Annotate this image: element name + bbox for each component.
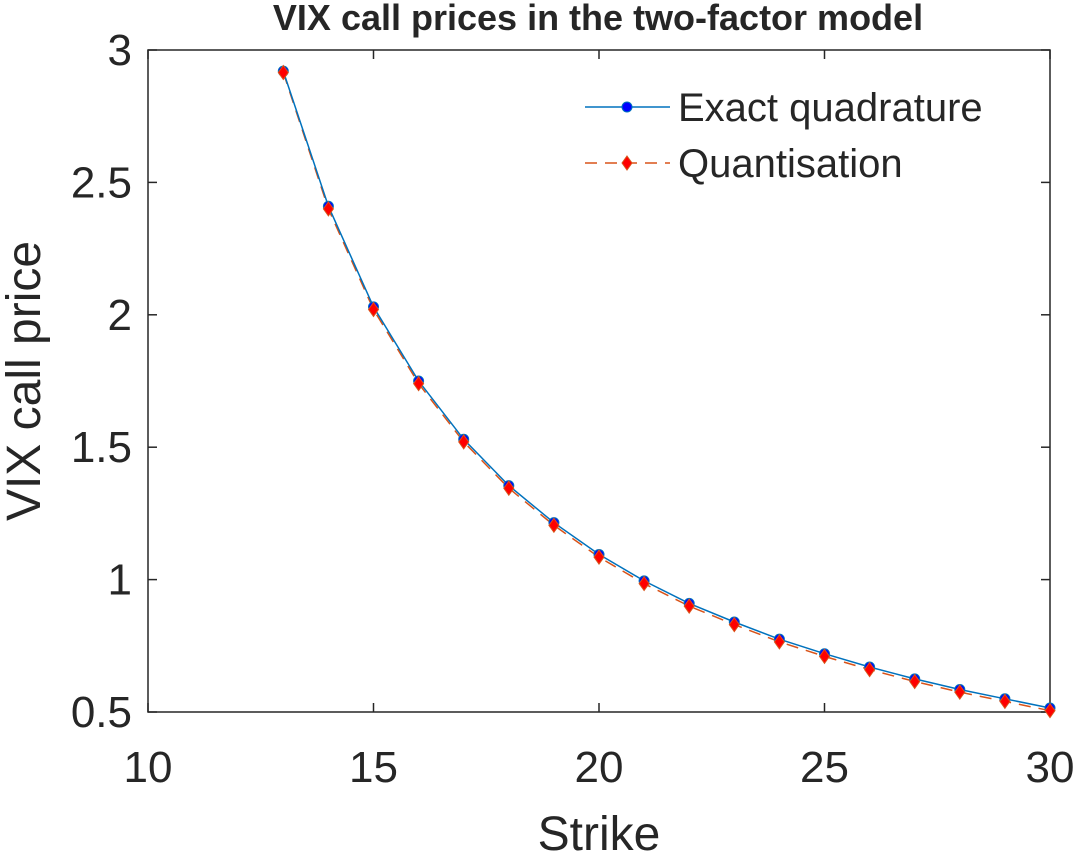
point-quantisation <box>954 684 966 701</box>
legend: Exact quadrature Quantisation <box>585 86 983 186</box>
series-line-exact-quadrature <box>282 70 1051 709</box>
point-quantisation <box>1044 702 1056 719</box>
legend-marker-exact-quadrature <box>621 101 633 113</box>
plot-axes <box>147 49 1051 713</box>
y-tick-label: 2 <box>108 291 132 340</box>
x-tick-label: 30 <box>1026 743 1075 792</box>
x-axis-label: Strike <box>538 808 661 855</box>
point-quantisation <box>593 549 605 565</box>
point-quantisation <box>412 375 425 392</box>
series-layer <box>277 64 1056 719</box>
y-tick-label: 1 <box>108 556 132 605</box>
y-tick-label: 2.5 <box>71 158 132 207</box>
legend-marker-quantisation <box>621 155 633 171</box>
point-quantisation <box>909 673 921 690</box>
point-quantisation <box>773 633 786 650</box>
y-tick-label: 1.5 <box>71 423 132 472</box>
point-quantisation <box>548 517 560 534</box>
y-tick-label: 3 <box>108 26 132 75</box>
y-tick-label: 0.5 <box>71 688 132 737</box>
y-axis-label: VIX call price <box>0 241 51 521</box>
point-quantisation <box>503 480 515 497</box>
legend-label-exact-quadrature: Exact quadrature <box>678 86 983 130</box>
series-line-quantisation <box>282 72 1051 712</box>
x-tick-label: 25 <box>800 743 849 792</box>
point-quantisation <box>818 648 831 665</box>
legend-entry-quantisation: Quantisation <box>585 142 903 186</box>
point-quantisation <box>367 301 380 318</box>
y-ticks: 0.5 1 1.5 2 2.5 3 <box>71 26 1050 737</box>
point-quantisation <box>999 693 1011 710</box>
point-quantisation <box>638 575 650 592</box>
point-quantisation <box>322 201 335 217</box>
chart-title: VIX call prices in the two-factor model <box>273 0 923 38</box>
x-tick-label: 10 <box>124 743 173 792</box>
point-quantisation <box>728 616 740 633</box>
plot-area <box>147 49 1051 713</box>
legend-entry-exact-quadrature: Exact quadrature <box>585 86 983 130</box>
point-quantisation <box>277 64 289 81</box>
legend-label-quantisation: Quantisation <box>678 142 903 186</box>
point-quantisation <box>863 661 876 678</box>
point-quantisation <box>458 434 470 450</box>
point-quantisation <box>683 598 695 614</box>
x-tick-label: 20 <box>575 743 624 792</box>
x-tick-label: 15 <box>349 743 398 792</box>
x-ticks: 10 15 20 25 30 <box>124 50 1075 792</box>
